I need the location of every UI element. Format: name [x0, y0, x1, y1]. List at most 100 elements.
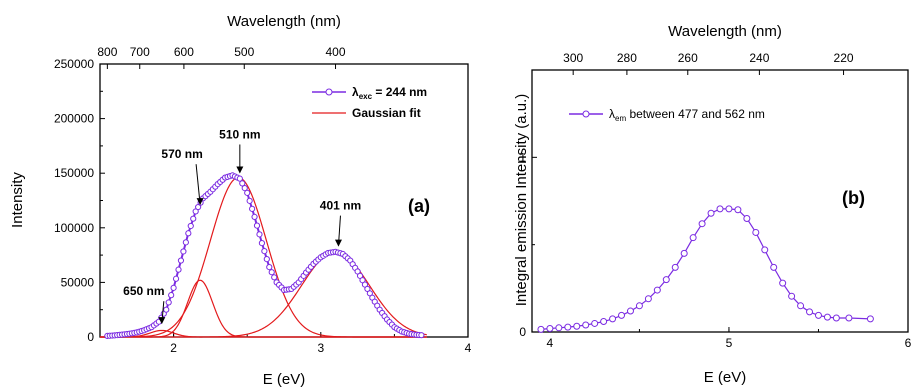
data-point — [175, 266, 182, 273]
panel-a-chart: Wavelength (nm) E (eV) Intensity (a) 2 3 4… — [9, 13, 472, 388]
panel-a-y-tick-label: 0 — [87, 330, 94, 344]
panel-a-top-tick-label: 500 — [234, 45, 254, 59]
data-point — [716, 205, 724, 213]
legend-swatch-marker — [325, 88, 333, 96]
panel-b-tag: (b) — [842, 188, 865, 208]
panel-b-x-tick-label: 6 — [905, 336, 912, 350]
panel-b-top-axis-title: Wavelength (nm) — [668, 23, 782, 40]
panel-b-data-series — [537, 205, 874, 333]
panel-a-data-series — [104, 172, 425, 340]
data-point — [251, 213, 258, 220]
data-point — [823, 313, 831, 321]
panel-a-y-tick-label: 150000 — [54, 166, 94, 180]
data-point — [743, 214, 751, 222]
annotation-arrowhead — [158, 317, 166, 325]
data-point — [163, 306, 170, 313]
gaussian-fit-curve — [100, 176, 427, 338]
data-point — [788, 292, 796, 300]
panel-a-top-tick-label: 400 — [326, 45, 346, 59]
data-point — [271, 274, 278, 281]
data-point — [770, 263, 778, 271]
panel-b-x-axis-title: E (eV) — [704, 369, 747, 386]
data-point — [253, 222, 261, 229]
panel-b-top-tick-label: 280 — [617, 51, 637, 65]
data-point — [662, 276, 670, 284]
panel-b-y-tick-label: 0 — [519, 325, 526, 339]
data-point — [573, 322, 581, 330]
data-point — [244, 189, 251, 196]
data-point — [185, 230, 192, 237]
data-point — [653, 286, 661, 294]
peak-annotation-label: 570 nm — [161, 147, 202, 161]
data-point — [734, 206, 742, 214]
peak-annotation-label: 401 nm — [320, 199, 361, 213]
panel-b-plot-frame — [531, 69, 909, 333]
data-point — [689, 234, 697, 242]
data-point — [779, 279, 787, 287]
panel-a-top-tick-label: 800 — [97, 45, 117, 59]
data-point — [236, 175, 243, 182]
data-point — [832, 314, 840, 322]
data-point — [814, 311, 822, 319]
legend-label-main: λ — [352, 85, 359, 99]
data-point — [177, 257, 185, 264]
panel-a-x-tick-label: 3 — [317, 341, 324, 355]
data-point — [258, 239, 266, 247]
data-point — [761, 246, 769, 254]
panel-a-series-line — [107, 174, 424, 337]
data-point — [165, 299, 172, 306]
panel-a-y-tick-label: 200000 — [54, 112, 94, 126]
data-point — [752, 228, 760, 236]
data-point — [546, 325, 554, 333]
legend-label: Gaussian fit — [352, 106, 421, 120]
panel-b-top-tick-label: 300 — [563, 51, 583, 65]
panel-a-y-tick-label: 50000 — [61, 275, 95, 289]
data-point — [418, 332, 425, 339]
data-point — [172, 275, 180, 282]
legend-label-rest: = 244 nm — [372, 85, 427, 99]
data-point — [600, 318, 608, 326]
data-point — [268, 269, 275, 276]
data-point — [845, 314, 853, 322]
data-point — [635, 302, 643, 310]
data-point — [170, 284, 177, 291]
data-point — [246, 197, 253, 204]
annotation-arrow — [195, 164, 201, 205]
panel-a-top-tick-label: 700 — [130, 45, 150, 59]
panel-b-legend: λem between 477 and 562 nm — [569, 107, 765, 123]
data-point — [239, 180, 246, 187]
data-point — [256, 231, 263, 238]
panel-a-x-axis-title: E (eV) — [263, 371, 306, 388]
annotation-arrowhead — [236, 166, 244, 174]
panel-a-top-tick-label: 600 — [174, 45, 194, 59]
panel-a-y-tick-label: 100000 — [54, 221, 94, 235]
data-point — [618, 311, 626, 319]
panel-b-chart: Wavelength (nm) E (eV) Integral emission… — [513, 23, 912, 386]
data-point — [263, 256, 270, 263]
panel-a-legend: λexc = 244 nm Gaussian fit — [312, 85, 427, 120]
data-point — [680, 249, 688, 257]
legend-label-rest: between 477 and 562 nm — [626, 107, 765, 121]
gaussian-fit-curve — [100, 329, 427, 338]
annotation-arrowhead — [334, 239, 342, 247]
panel-a-fit-curves — [100, 176, 427, 338]
data-point — [261, 248, 268, 255]
panel-a-top-axis-title: Wavelength (nm) — [227, 13, 341, 30]
legend-label-main: Gaussian fit — [352, 106, 421, 120]
data-point — [609, 315, 617, 323]
data-point — [806, 308, 814, 316]
legend-swatch-marker — [582, 110, 590, 118]
data-point — [180, 248, 187, 255]
panel-b-top-tick-label: 260 — [678, 51, 698, 65]
panel-b-x-tick-label: 5 — [726, 336, 733, 350]
panel-a-tag: (a) — [408, 196, 430, 216]
legend-label: λexc = 244 nm — [352, 85, 427, 101]
panel-b-y-tick-label: 1 — [519, 150, 526, 164]
data-point — [555, 324, 563, 332]
data-point — [707, 209, 715, 217]
data-point — [866, 315, 874, 323]
legend-label-main: λ — [609, 107, 615, 121]
data-point — [626, 307, 634, 315]
panel-b-top-tick-label: 220 — [834, 51, 854, 65]
data-point — [591, 319, 599, 327]
